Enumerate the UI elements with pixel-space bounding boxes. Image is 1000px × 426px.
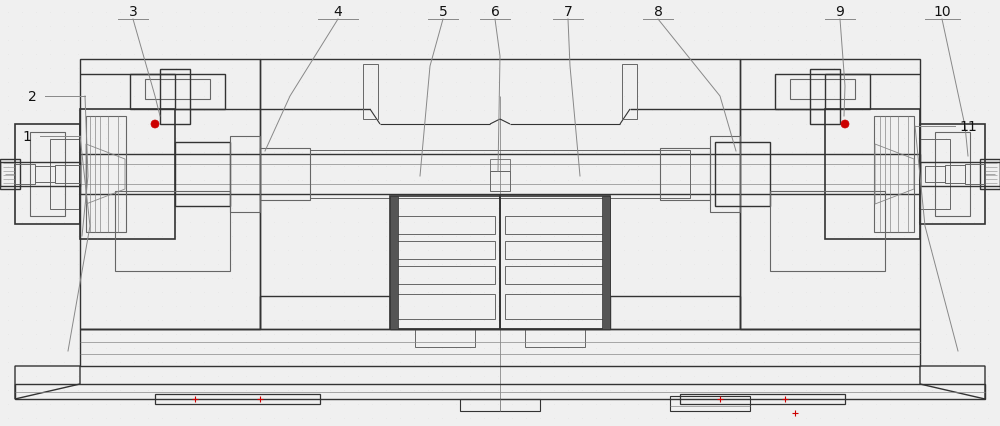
Bar: [945, 166, 965, 184]
Bar: [35, 167, 55, 183]
Bar: [810, 70, 840, 125]
Bar: [80, 155, 920, 195]
Bar: [310, 151, 690, 199]
Bar: [920, 125, 985, 225]
Text: 9: 9: [836, 5, 844, 19]
Text: 3: 3: [129, 5, 137, 19]
Bar: [390, 196, 398, 329]
Bar: [395, 216, 495, 234]
Bar: [30, 132, 65, 216]
Bar: [160, 70, 190, 125]
Bar: [770, 192, 885, 271]
Bar: [363, 65, 378, 120]
Bar: [525, 329, 585, 347]
Text: 6: 6: [491, 5, 499, 19]
Circle shape: [841, 121, 849, 129]
Bar: [775, 75, 870, 110]
Bar: [145, 80, 210, 100]
Bar: [15, 125, 80, 225]
Bar: [490, 160, 510, 172]
Bar: [740, 60, 920, 329]
Bar: [874, 117, 914, 233]
Bar: [490, 172, 510, 192]
Bar: [602, 196, 610, 329]
Bar: [0, 160, 20, 190]
Bar: [15, 164, 35, 184]
Bar: [86, 117, 126, 233]
Bar: [130, 75, 225, 110]
Bar: [790, 80, 855, 100]
Bar: [230, 137, 260, 213]
Text: 11: 11: [959, 120, 977, 134]
Bar: [0, 163, 80, 187]
Bar: [15, 384, 985, 399]
Bar: [390, 196, 500, 329]
Bar: [505, 294, 605, 319]
Text: 5: 5: [439, 5, 447, 19]
Bar: [670, 396, 750, 411]
Text: 10: 10: [933, 5, 951, 19]
Bar: [505, 266, 605, 284]
Text: 4: 4: [334, 5, 342, 19]
Bar: [680, 394, 845, 404]
Bar: [260, 60, 740, 329]
Bar: [415, 329, 475, 347]
Bar: [260, 149, 310, 201]
Bar: [965, 164, 985, 184]
Bar: [395, 242, 495, 259]
Text: 2: 2: [28, 90, 36, 104]
Bar: [925, 167, 945, 183]
Bar: [920, 140, 950, 210]
Bar: [505, 216, 605, 234]
Bar: [80, 60, 260, 329]
Text: 7: 7: [564, 5, 572, 19]
Bar: [155, 394, 320, 404]
Text: 8: 8: [654, 5, 662, 19]
Bar: [825, 110, 920, 239]
Bar: [395, 294, 495, 319]
Bar: [920, 163, 1000, 187]
Text: 1: 1: [23, 130, 31, 144]
Bar: [395, 266, 495, 284]
Bar: [80, 110, 175, 239]
Bar: [50, 140, 80, 210]
Bar: [980, 160, 1000, 190]
Bar: [500, 196, 610, 329]
Bar: [622, 65, 637, 120]
Bar: [505, 242, 605, 259]
Bar: [660, 149, 710, 201]
Circle shape: [151, 121, 159, 129]
Bar: [175, 143, 230, 207]
Bar: [55, 166, 80, 184]
Bar: [80, 329, 920, 366]
Bar: [715, 143, 770, 207]
Bar: [710, 137, 740, 213]
Bar: [935, 132, 970, 216]
Bar: [115, 192, 230, 271]
Bar: [460, 399, 540, 411]
